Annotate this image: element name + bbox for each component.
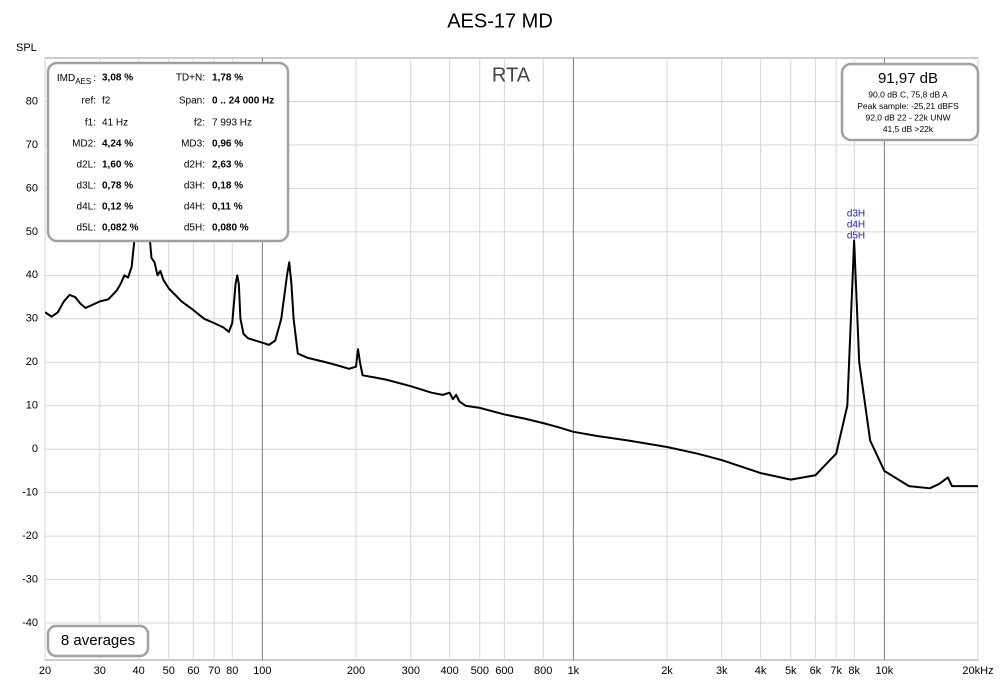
- x-tick-label: 70: [208, 665, 220, 677]
- x-tick-label: 2k: [661, 665, 673, 677]
- imd-row-value: 2,63 %: [212, 160, 243, 171]
- x-tick-label: 500: [471, 665, 489, 677]
- imd-label-sub: AES: [75, 77, 91, 86]
- imd-row-label: ref:: [82, 96, 96, 107]
- x-tick-label: 20kHz: [962, 665, 993, 677]
- y-tick-label: 50: [26, 226, 38, 238]
- y-tick-label: -20: [22, 530, 38, 542]
- averages-panel: [46, 624, 150, 658]
- imd-row-value: 41 Hz: [102, 118, 128, 129]
- averages-label: 8 averages: [61, 632, 135, 649]
- peak-annotation: d3H: [847, 209, 865, 220]
- level-detail: 90,0 dB C, 75,8 dB A: [868, 89, 948, 99]
- imd-panel: [46, 61, 290, 243]
- imd-row-label: TD+N:: [176, 73, 205, 84]
- x-tick-label: 800: [534, 665, 552, 677]
- y-tick-label: 0: [32, 443, 38, 455]
- imd-row-label: f2:: [194, 118, 205, 129]
- x-tick-label: 20: [39, 665, 51, 677]
- imd-row-value: 1,78 %: [212, 73, 243, 84]
- imd-label-main: IMD: [57, 73, 75, 84]
- imd-row-value: 4,24 %: [102, 139, 133, 150]
- level-detail: 41,5 dB >22k: [883, 124, 934, 134]
- level-panel: [840, 62, 980, 142]
- imd-row-value: 3,08 %: [102, 73, 133, 84]
- imd-row-label: d4L:: [77, 202, 96, 213]
- y-axis-label: SPL: [16, 42, 37, 54]
- imd-row-label: MD3:: [181, 139, 205, 150]
- y-tick-label: 80: [26, 95, 38, 107]
- imd-row-label: MD2:: [72, 139, 96, 150]
- x-tick-label: 30: [94, 665, 106, 677]
- x-tick-label: 4k: [755, 665, 767, 677]
- imd-row-label: d2L:: [77, 160, 96, 171]
- x-tick-label: 100: [253, 665, 271, 677]
- y-tick-label: -40: [22, 617, 38, 629]
- imd-row-label: d5H:: [184, 223, 205, 234]
- x-tick-label: 7k: [830, 665, 842, 677]
- x-tick-label: 400: [440, 665, 458, 677]
- imd-row-label: d3L:: [77, 181, 96, 192]
- imd-row-label: d2H:: [184, 160, 205, 171]
- y-tick-label: 30: [26, 313, 38, 325]
- x-tick-label: 3k: [716, 665, 728, 677]
- imd-row-value: 7 993 Hz: [212, 118, 252, 129]
- y-tick-label: 20: [26, 356, 38, 368]
- y-tick-label: 70: [26, 139, 38, 151]
- x-tick-label: 200: [347, 665, 365, 677]
- x-tick-label: 80: [226, 665, 238, 677]
- x-tick-label: 1k: [568, 665, 580, 677]
- plot-title: RTA: [492, 64, 531, 86]
- imd-row-value: 0,96 %: [212, 139, 243, 150]
- y-tick-label: 10: [26, 400, 38, 412]
- x-tick-label: 6k: [810, 665, 822, 677]
- imd-row-label: d5L:: [77, 223, 96, 234]
- imd-row-value: f2: [102, 96, 111, 107]
- imd-row-label: d3H:: [184, 181, 205, 192]
- x-tick-label: 8k: [848, 665, 860, 677]
- imd-row-value: 0,18 %: [212, 181, 243, 192]
- imd-row-value: 0,78 %: [102, 181, 133, 192]
- x-tick-label: 40: [132, 665, 144, 677]
- imd-row-label: f1:: [85, 118, 96, 129]
- imd-row-value: 0,080 %: [212, 223, 249, 234]
- x-tick-label: 600: [495, 665, 513, 677]
- imd-row-value: 0,082 %: [102, 223, 139, 234]
- y-tick-label: 60: [26, 182, 38, 194]
- imd-row-value: 0,11 %: [212, 202, 243, 213]
- imd-label: IMDAES:: [57, 73, 96, 86]
- imd-label-colon: :: [93, 73, 96, 84]
- x-tick-label: 50: [163, 665, 175, 677]
- x-tick-label: 300: [402, 665, 420, 677]
- x-tick-label: 60: [187, 665, 199, 677]
- imd-row-value: 0 .. 24 000 Hz: [212, 96, 274, 107]
- x-tick-label: 10k: [876, 665, 894, 677]
- chart-title: AES-17 MD: [447, 10, 553, 32]
- peak-annotation: d5H: [847, 231, 865, 242]
- imd-row-value: 1,60 %: [102, 160, 133, 171]
- x-tick-label: 5k: [785, 665, 797, 677]
- imd-row-label: Span:: [179, 96, 205, 107]
- imd-row-value: 0,12 %: [102, 202, 133, 213]
- y-tick-label: -30: [22, 573, 38, 585]
- level-detail: 92,0 dB 22 - 22k UNW: [865, 112, 950, 122]
- y-tick-label: -10: [22, 487, 38, 499]
- y-tick-label: 40: [26, 269, 38, 281]
- level-detail: Peak sample: -25,21 dBFS: [857, 101, 959, 111]
- level-value: 91,97 dB: [878, 70, 938, 87]
- peak-annotation: d4H: [847, 220, 865, 231]
- imd-row-label: d4H:: [184, 202, 205, 213]
